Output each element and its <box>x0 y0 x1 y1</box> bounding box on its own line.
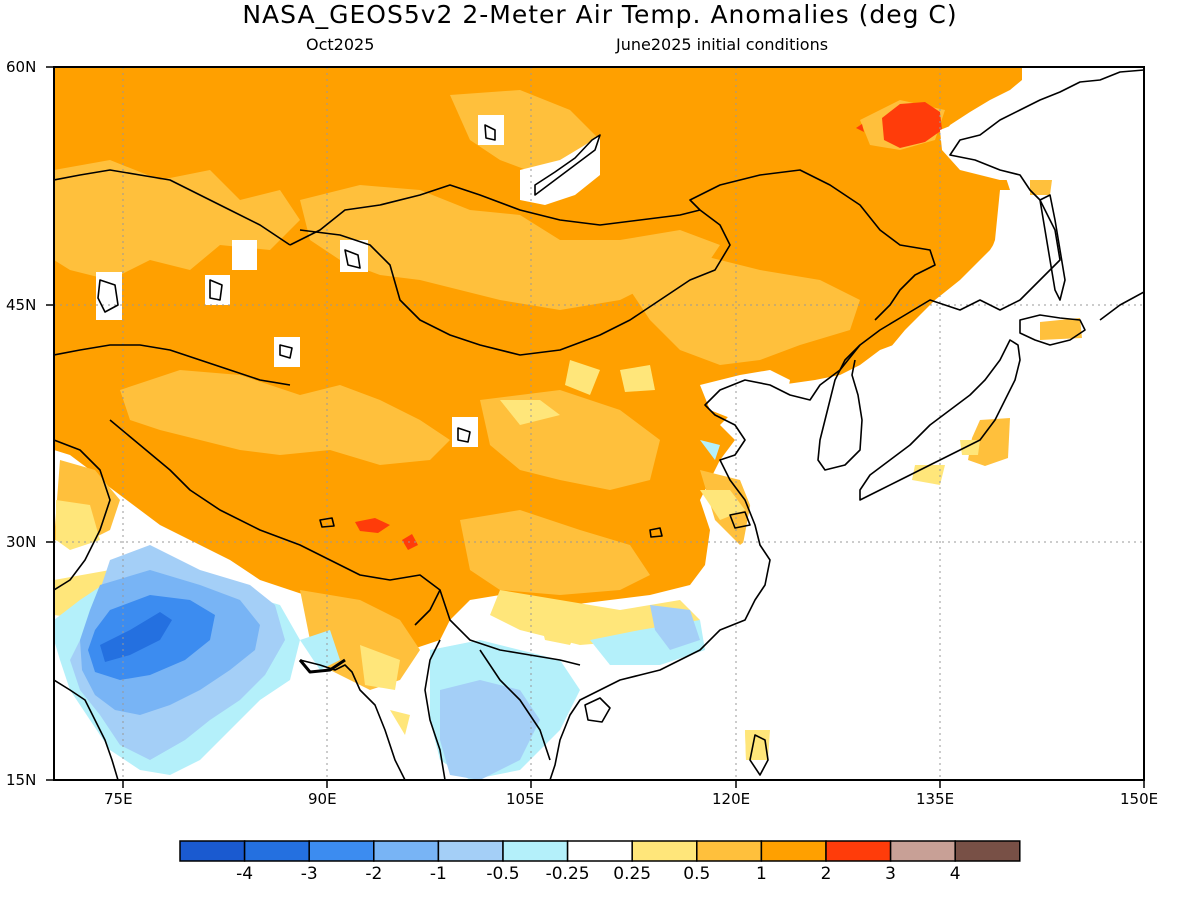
x-tick-label: 135E <box>916 790 955 808</box>
y-tick-label: 15N <box>6 771 37 789</box>
plot-frame <box>53 66 1145 781</box>
y-tick-label: 60N <box>6 58 37 76</box>
japan-warm <box>968 180 1082 466</box>
colorbar-swatch <box>696 840 763 862</box>
colorbar-swatch <box>243 840 310 862</box>
valid-month: Oct2025 <box>306 35 375 54</box>
colorbar-label: 3 <box>885 864 897 884</box>
coastlines-and-borders <box>54 69 1144 780</box>
colorbar-swatch <box>825 840 892 862</box>
colorbar-label: -0.25 <box>545 864 590 884</box>
hot-spots <box>355 102 942 550</box>
colorbar-label: -1 <box>429 864 447 884</box>
init-conditions: June2025 initial conditions <box>616 35 829 54</box>
colorbar <box>179 840 1021 862</box>
masked-cells <box>96 67 1144 780</box>
y-tick-label: 30N <box>6 533 37 551</box>
map-title: NASA_GEOS5v2 2-Meter Air Temp. Anomalies… <box>242 0 958 29</box>
colorbar-swatch <box>502 840 569 862</box>
x-tick-label: 150E <box>1120 790 1159 808</box>
colorbar-label: -0.5 <box>486 864 520 884</box>
colorbar-label: 4 <box>949 864 961 884</box>
colorbar-swatch <box>437 840 504 862</box>
colorbar-label: 1 <box>755 864 767 884</box>
colorbar-swatch <box>179 840 246 862</box>
colorbar-swatch <box>308 840 375 862</box>
y-tick-label: 45N <box>6 296 37 314</box>
warm-anomaly-region <box>54 67 1022 650</box>
x-tick-label: 105E <box>506 790 545 808</box>
colorbar-swatch <box>954 840 1021 862</box>
colorbar-swatch <box>631 840 698 862</box>
colorbar-label: 2 <box>820 864 832 884</box>
colorbar-label: -3 <box>300 864 318 884</box>
strongest-cool-core <box>100 612 172 662</box>
gridlines <box>54 67 1144 780</box>
x-tick-label: 90E <box>308 790 337 808</box>
colorbar-swatch <box>889 840 956 862</box>
colorbar-swatch <box>373 840 440 862</box>
colorbar-swatch <box>760 840 827 862</box>
anomaly-field <box>54 67 1144 780</box>
colorbar-label: -4 <box>236 864 254 884</box>
colorbar-label: -2 <box>365 864 383 884</box>
colorbar-label: 0.25 <box>613 864 652 884</box>
colorbar-swatch <box>566 840 633 862</box>
axis-ticks <box>46 66 1145 788</box>
x-tick-label: 75E <box>104 790 133 808</box>
colorbar-label: 0.5 <box>683 864 711 884</box>
x-tick-label: 120E <box>712 790 751 808</box>
